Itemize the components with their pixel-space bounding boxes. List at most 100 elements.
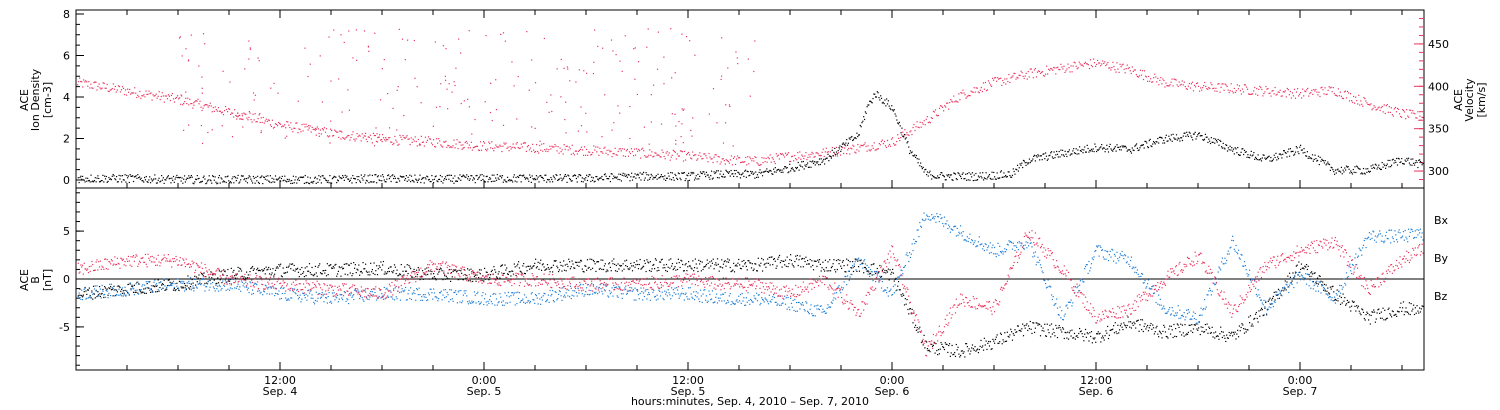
density-point xyxy=(183,175,186,177)
density-point xyxy=(751,171,753,173)
bx-point xyxy=(1387,308,1389,311)
density-point xyxy=(236,177,238,179)
density-point xyxy=(1365,168,1367,170)
velocity-point xyxy=(1177,85,1179,88)
bx-point xyxy=(422,278,424,280)
bx-point xyxy=(606,269,608,271)
density-point xyxy=(262,182,264,185)
density-point xyxy=(1286,156,1288,158)
density-point xyxy=(952,179,954,181)
bx-point xyxy=(131,285,133,288)
density-point xyxy=(746,170,748,172)
bx-point xyxy=(527,265,529,267)
bx-point xyxy=(121,292,124,294)
bx-point xyxy=(229,278,232,280)
density-point xyxy=(1300,149,1303,151)
bx-point xyxy=(1119,325,1121,327)
velocity-point xyxy=(1228,91,1230,94)
velocity-point xyxy=(797,152,799,154)
by-point xyxy=(100,297,102,299)
velocity-point xyxy=(402,135,404,137)
density-point xyxy=(283,179,285,181)
velocity-point xyxy=(1217,83,1219,85)
bx-point xyxy=(712,258,714,260)
density-point xyxy=(511,179,513,182)
bx-point xyxy=(1285,289,1287,291)
bx-point xyxy=(321,273,323,275)
bx-point xyxy=(1164,331,1167,333)
velocity-point xyxy=(499,144,501,146)
density-point xyxy=(1014,173,1016,175)
bx-point xyxy=(829,259,831,261)
velocity-point xyxy=(91,87,93,89)
density-point xyxy=(591,176,593,178)
velocity-point xyxy=(1160,77,1162,79)
velocity-outlier-point xyxy=(462,144,464,146)
density-point xyxy=(1115,150,1117,152)
bx-point xyxy=(1016,325,1019,327)
velocity-point xyxy=(731,164,734,166)
bx-point xyxy=(791,263,793,265)
bx-point xyxy=(955,343,957,346)
bx-point xyxy=(90,296,92,299)
velocity-point xyxy=(92,87,94,89)
bx-point xyxy=(996,334,998,336)
bx-point xyxy=(1108,334,1110,336)
bx-point xyxy=(624,260,626,262)
bx-point xyxy=(1020,330,1022,332)
bx-point xyxy=(1364,319,1366,321)
velocity-point xyxy=(465,140,467,143)
velocity-point xyxy=(556,150,558,152)
density-point xyxy=(1036,156,1038,158)
velocity-point xyxy=(343,137,345,140)
density-point xyxy=(1104,151,1106,153)
bx-point xyxy=(251,267,253,269)
bx-point xyxy=(768,256,770,259)
velocity-point xyxy=(445,140,447,142)
density-point xyxy=(799,164,801,166)
velocity-point xyxy=(960,92,962,94)
velocity-point xyxy=(1266,88,1268,90)
density-point xyxy=(1141,144,1143,146)
density-point xyxy=(346,175,348,177)
velocity-point xyxy=(356,133,358,135)
bx-point xyxy=(702,268,704,271)
bx-point xyxy=(1243,332,1246,334)
velocity-point xyxy=(1036,71,1039,73)
velocity-point xyxy=(584,154,587,156)
velocity-point xyxy=(501,150,503,153)
velocity-point xyxy=(211,111,213,113)
bx-point xyxy=(953,353,955,355)
density-point xyxy=(625,175,627,177)
bx-point xyxy=(785,265,787,267)
bx-point xyxy=(1012,333,1014,335)
velocity-point xyxy=(1151,81,1153,83)
bx-point xyxy=(1270,303,1272,305)
density-point xyxy=(1170,134,1172,136)
bx-point xyxy=(727,261,730,263)
density-point xyxy=(289,180,291,182)
velocity-point xyxy=(278,122,281,125)
density-point xyxy=(937,177,940,179)
by-point xyxy=(93,288,96,290)
density-point xyxy=(1103,147,1105,149)
bx-point xyxy=(867,270,869,272)
bx-point xyxy=(446,277,448,279)
bx-point xyxy=(341,266,343,268)
velocity-point xyxy=(125,94,128,96)
bx-point xyxy=(1015,331,1017,334)
velocity-point xyxy=(798,157,800,159)
density-point xyxy=(759,169,761,171)
bx-point xyxy=(608,262,611,264)
density-point xyxy=(481,174,483,176)
bx-point xyxy=(674,266,676,268)
velocity-point xyxy=(564,148,566,150)
velocity-point xyxy=(915,126,917,128)
velocity-point xyxy=(615,154,617,156)
bx-point xyxy=(765,266,767,268)
bx-point xyxy=(463,269,465,271)
velocity-point xyxy=(457,147,459,150)
velocity-point xyxy=(808,154,810,156)
velocity-point xyxy=(304,126,306,128)
density-point xyxy=(917,162,919,164)
